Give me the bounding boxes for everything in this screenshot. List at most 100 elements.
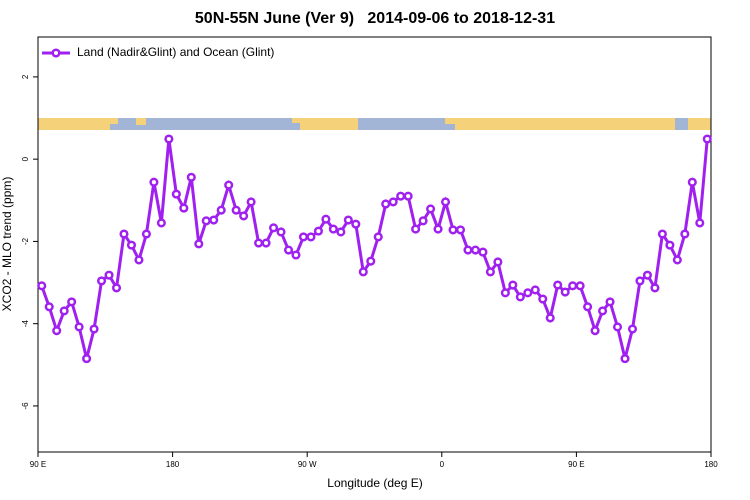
data-point	[298, 232, 309, 242]
data-point	[612, 322, 623, 332]
data-point	[231, 205, 241, 215]
data-point	[455, 225, 466, 235]
data-point	[171, 189, 181, 199]
data-point	[381, 199, 391, 209]
x-tick-label: 0	[440, 460, 445, 469]
data-point	[530, 285, 540, 295]
legend-marker	[51, 48, 61, 58]
data-point	[313, 226, 323, 236]
data-point	[134, 255, 144, 265]
data-point	[261, 238, 271, 248]
data-point	[478, 247, 488, 257]
data-point	[179, 203, 189, 213]
data-point	[523, 288, 533, 298]
data-point	[141, 229, 151, 239]
data-point	[283, 245, 294, 255]
data-point	[635, 276, 645, 286]
data-point	[680, 229, 690, 239]
data-point	[493, 257, 503, 267]
data-point	[538, 294, 548, 304]
data-point	[545, 313, 555, 323]
data-point	[239, 211, 249, 221]
data-point	[560, 287, 570, 297]
y-axis-label: XCO2 - MLO trend (ppm)	[0, 177, 14, 312]
series-line	[40, 138, 709, 360]
data-point	[164, 134, 174, 144]
data-point	[328, 224, 338, 234]
data-point	[672, 255, 682, 265]
data-point	[433, 224, 443, 234]
data-point	[440, 197, 451, 207]
data-point	[627, 324, 638, 334]
data-point	[82, 354, 92, 364]
chart-title: 50N-55N June (Ver 9) 2014-09-06 to 2018-…	[195, 10, 555, 27]
y-tick-label: 0	[21, 156, 30, 161]
data-point	[403, 191, 413, 201]
data-point	[97, 276, 107, 286]
data-point	[500, 288, 510, 298]
data-point	[216, 205, 226, 215]
x-tick-label: 90 E	[568, 460, 584, 469]
data-point	[568, 281, 578, 291]
data-point	[590, 326, 600, 336]
land-ocean-strip	[38, 118, 711, 130]
data-point	[52, 326, 62, 336]
data-point	[74, 322, 84, 332]
y-tick-label: -4	[21, 320, 30, 328]
data-point	[485, 267, 495, 277]
data-point	[291, 250, 301, 260]
data-point	[67, 297, 77, 307]
data-point	[650, 283, 660, 293]
data-point	[553, 280, 563, 290]
data-point	[149, 177, 159, 187]
data-point	[657, 229, 667, 239]
x-tick-label: 90 W	[298, 460, 317, 469]
data-point	[695, 218, 705, 228]
data-point	[508, 280, 518, 290]
data-point	[186, 172, 196, 182]
x-tick-label: 180	[704, 460, 718, 469]
data-point	[463, 245, 473, 255]
x-tick-label: 90 E	[30, 460, 46, 469]
data-point	[209, 215, 219, 225]
x-tick-label: 180	[166, 460, 180, 469]
data-point	[269, 223, 279, 233]
legend-label: Land (Nadir&Glint) and Ocean (Glint)	[77, 45, 274, 59]
plot-frame	[37, 36, 712, 453]
data-point	[396, 191, 406, 201]
data-point	[321, 214, 331, 224]
y-tick-label: 2	[21, 74, 30, 79]
data-point	[620, 354, 630, 364]
data-point	[254, 238, 264, 248]
data-point	[104, 270, 114, 280]
data-point	[59, 306, 69, 316]
data-point	[687, 177, 697, 187]
data-point	[119, 229, 129, 239]
data-point	[448, 225, 458, 235]
data-point	[224, 180, 234, 190]
data-point	[388, 197, 398, 207]
data-point	[44, 302, 54, 312]
data-point	[336, 227, 346, 237]
data-point	[605, 297, 615, 307]
data-point	[111, 283, 122, 293]
data-point	[351, 219, 361, 229]
data-point	[702, 134, 712, 144]
data-point	[246, 197, 256, 207]
data-point	[343, 215, 353, 225]
data-point	[426, 204, 436, 214]
data-point	[575, 281, 585, 291]
data-point	[411, 224, 421, 234]
y-tick-label: -6	[21, 402, 30, 410]
x-axis-label: Longitude (deg E)	[327, 476, 422, 490]
data-point	[665, 240, 675, 250]
data-point	[366, 256, 376, 266]
data-point	[515, 292, 525, 302]
data-point	[642, 270, 652, 280]
data-point	[470, 245, 481, 255]
data-point	[89, 324, 99, 334]
data-point	[306, 232, 316, 242]
data-point	[418, 216, 428, 226]
data-point	[373, 232, 383, 242]
